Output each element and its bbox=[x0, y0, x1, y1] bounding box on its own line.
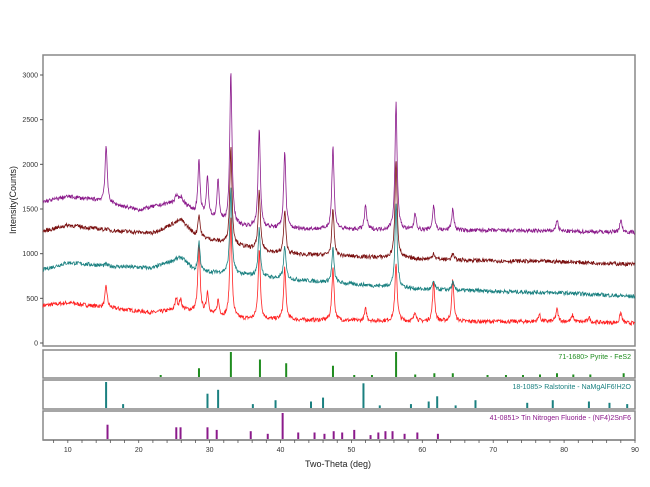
ref-panel-ralstonite bbox=[42, 379, 636, 410]
x-tick-label: 10 bbox=[64, 447, 72, 454]
xrd-pattern-pattern-bottom bbox=[42, 217, 636, 326]
ref-label-ralstonite: 18-1085> Ralstonite - NaMgAlF6!H2O bbox=[513, 384, 632, 391]
x-tick-label: 60 bbox=[418, 447, 426, 454]
main-plot bbox=[42, 73, 636, 326]
y-tick-label: 1500 bbox=[22, 207, 38, 214]
ref-panel-tin-nitrogen-fluoride bbox=[42, 410, 636, 441]
xrd-pattern-pattern-top bbox=[42, 73, 636, 236]
x-tick-label: 30 bbox=[206, 447, 214, 454]
x-axis: 10 20 30 40 50 60 70 80 90 bbox=[43, 439, 639, 454]
main-plot-frame bbox=[42, 54, 636, 347]
x-axis-title: Two-Theta (deg) bbox=[305, 459, 371, 469]
y-tick-label: 0 bbox=[34, 341, 38, 348]
x-tick-label: 90 bbox=[631, 447, 639, 454]
x-tick-label: 70 bbox=[489, 447, 497, 454]
ref-label-pyrite: 71-1680> Pyrite - FeS2 bbox=[558, 354, 631, 361]
reference-sticks bbox=[105, 352, 629, 439]
y-tick-label: 500 bbox=[26, 296, 38, 303]
x-tick-label: 20 bbox=[135, 447, 143, 454]
x-tick-label: 80 bbox=[560, 447, 568, 454]
x-tick-label: 50 bbox=[348, 447, 356, 454]
x-tick-label: 40 bbox=[277, 447, 285, 454]
ref-panel-pyrite bbox=[42, 349, 636, 379]
y-tick-label: 2000 bbox=[22, 162, 38, 169]
xrd-pattern-pattern-third bbox=[42, 187, 636, 299]
y-axis: 0 500 1000 1500 2000 2500 3000 bbox=[22, 73, 43, 348]
y-axis-title: Intensity(Counts) bbox=[8, 166, 18, 234]
y-tick-label: 3000 bbox=[22, 73, 38, 80]
y-tick-label: 1000 bbox=[22, 251, 38, 258]
y-tick-label: 2500 bbox=[22, 117, 38, 124]
ref-label-tin-nitrogen-fluoride: 41-0851> Tin Nitrogen Fluoride - (NF4)2S… bbox=[490, 415, 632, 422]
xrd-pattern-pattern-second bbox=[42, 147, 636, 268]
